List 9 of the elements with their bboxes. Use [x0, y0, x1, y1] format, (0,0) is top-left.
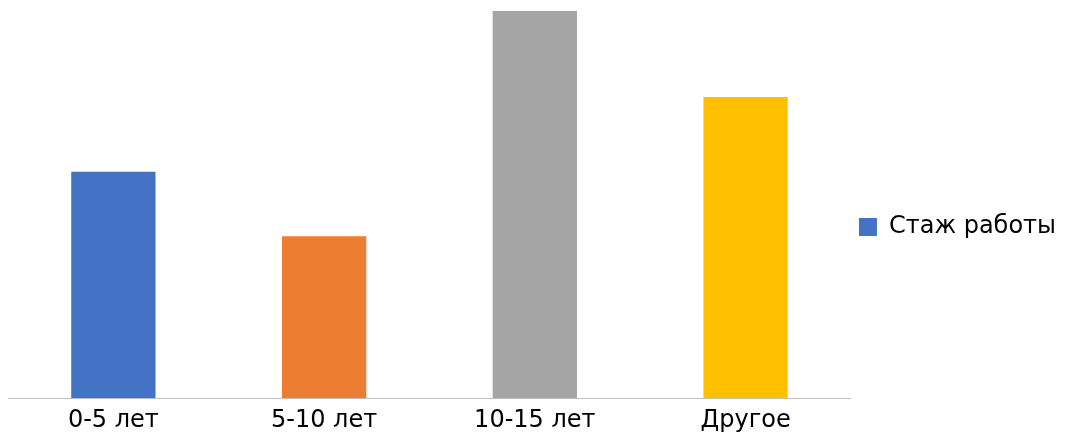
bar — [71, 171, 156, 399]
bar — [492, 11, 577, 399]
x-tick-label: Другое — [700, 404, 791, 433]
bar — [281, 236, 367, 399]
bar — [703, 96, 788, 399]
legend-label: Стаж работы — [888, 211, 1057, 240]
x-tick-label: 5-10 лет — [271, 404, 378, 433]
x-tick-label: 0-5 лет — [67, 404, 159, 433]
x-tick-label: 10-15 лет — [474, 404, 596, 433]
